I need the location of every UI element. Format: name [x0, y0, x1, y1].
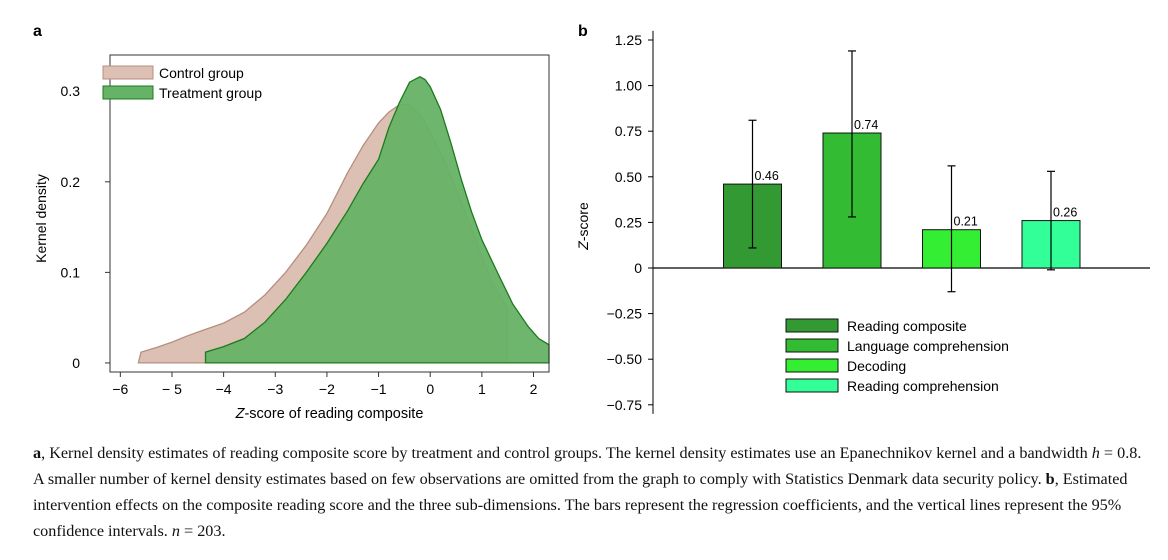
legend-label: Language comprehension: [847, 338, 1009, 354]
x-axis-ticks: −6 − 5 −4 −3 −2 −1 0 1 2: [112, 372, 538, 397]
y-axis: −0.75 −0.50 −0.25 0 0.25 0.50 0.75 1.00 1.25: [607, 30, 654, 414]
legend-label: Reading comprehension: [847, 378, 999, 394]
x-tick-label: 1: [478, 381, 486, 397]
bar-chart: −0.75 −0.50 −0.25 0 0.25 0.50 0.75 1.00 1.25 0.4…: [575, 30, 1150, 414]
legend-swatch: [785, 358, 839, 373]
legend: Reading composite Language comprehension D…: [785, 318, 1009, 394]
density-area-treatment: [204, 75, 550, 364]
caption-a-label: a: [33, 444, 42, 462]
legend-swatch: [785, 378, 839, 393]
y-tick-label: 0.75: [615, 123, 642, 139]
legend-label: Decoding: [847, 358, 906, 374]
y-tick-label: −0.25: [607, 306, 643, 322]
panel-a-label: a: [33, 23, 42, 40]
caption-b-text-1: , Estimated intervention effects on the …: [33, 470, 1128, 540]
legend-swatch: [102, 85, 154, 100]
caption-b-text-2: = 203.: [179, 522, 226, 540]
legend-label: Treatment group: [159, 85, 262, 101]
legend-label: Control group: [159, 65, 244, 81]
y-tick-label: 0.1: [61, 264, 81, 280]
y-tick-label: 0.25: [615, 214, 642, 230]
caption-a-text-1: , Kernel density estimates of reading co…: [41, 444, 1092, 462]
data-label: 0.26: [1053, 206, 1077, 220]
plot-frame: [109, 54, 550, 373]
x-axis-label: Z-score of reading composite: [235, 406, 424, 422]
y-tick-label: 1.25: [615, 32, 642, 48]
legend-swatch: [102, 65, 154, 80]
density-chart: −6 − 5 −4 −3 −2 −1 0 1 2 0 0.1 0.2 0.3 Z-score of r…: [33, 54, 550, 422]
x-axis-label-text: -score of reading composite: [244, 406, 423, 422]
legend-swatch: [785, 338, 839, 353]
panel-b-label: b: [578, 23, 588, 40]
y-axis-label-text: -score: [575, 202, 591, 241]
x-tick-label: −1: [371, 381, 387, 397]
x-tick-label: −6: [112, 381, 128, 397]
y-tick-label: 0: [634, 260, 642, 276]
x-tick-label: 0: [426, 381, 434, 397]
x-tick-label: −4: [216, 381, 232, 397]
x-tick-label: − 5: [162, 381, 182, 397]
y-tick-label: −0.50: [607, 351, 643, 367]
figure: a b −6− 5 −4 −3 −2 −1 0 1 2 00.10.20.3 Z-score …: [33, 23, 1150, 422]
density-areas: [137, 75, 550, 364]
y-axis-ticks: 0 0.1 0.2 0.3: [61, 83, 110, 371]
caption-a-text-2: = 0.8. A smaller number of kernel densit…: [33, 444, 1142, 488]
y-tick-label: 0.3: [61, 83, 81, 99]
data-label: 0.46: [755, 169, 779, 183]
y-axis-label: Kernel density: [33, 174, 49, 263]
x-tick-label: 2: [530, 381, 538, 397]
x-tick-label: −2: [319, 381, 335, 397]
y-tick-label: 0.2: [61, 174, 81, 190]
legend-label: Reading composite: [847, 318, 967, 334]
legend-swatch: [785, 318, 839, 333]
caption-b-label: b: [1045, 470, 1055, 488]
y-tick-label: 0: [72, 355, 80, 371]
y-tick-label: 0.50: [615, 169, 642, 185]
y-tick-label: 1.00: [615, 78, 642, 94]
x-tick-label: −3: [267, 381, 283, 397]
bars: 0.46 0.74 0.21 0.26: [723, 50, 1081, 293]
data-label: 0.74: [854, 118, 878, 132]
data-label: 0.21: [954, 215, 978, 229]
caption-n-symbol: n: [171, 522, 180, 540]
y-axis-label-symbol: Z: [575, 241, 591, 251]
y-tick-label: −0.75: [607, 397, 643, 413]
caption-h-symbol: h: [1091, 444, 1100, 462]
x-axis-label-symbol: Z: [235, 406, 246, 422]
figure-caption: a, Kernel density estimates of reading c…: [33, 440, 1143, 544]
legend: Control group Treatment group: [102, 65, 262, 101]
y-axis-label: Z-score: [575, 202, 591, 251]
